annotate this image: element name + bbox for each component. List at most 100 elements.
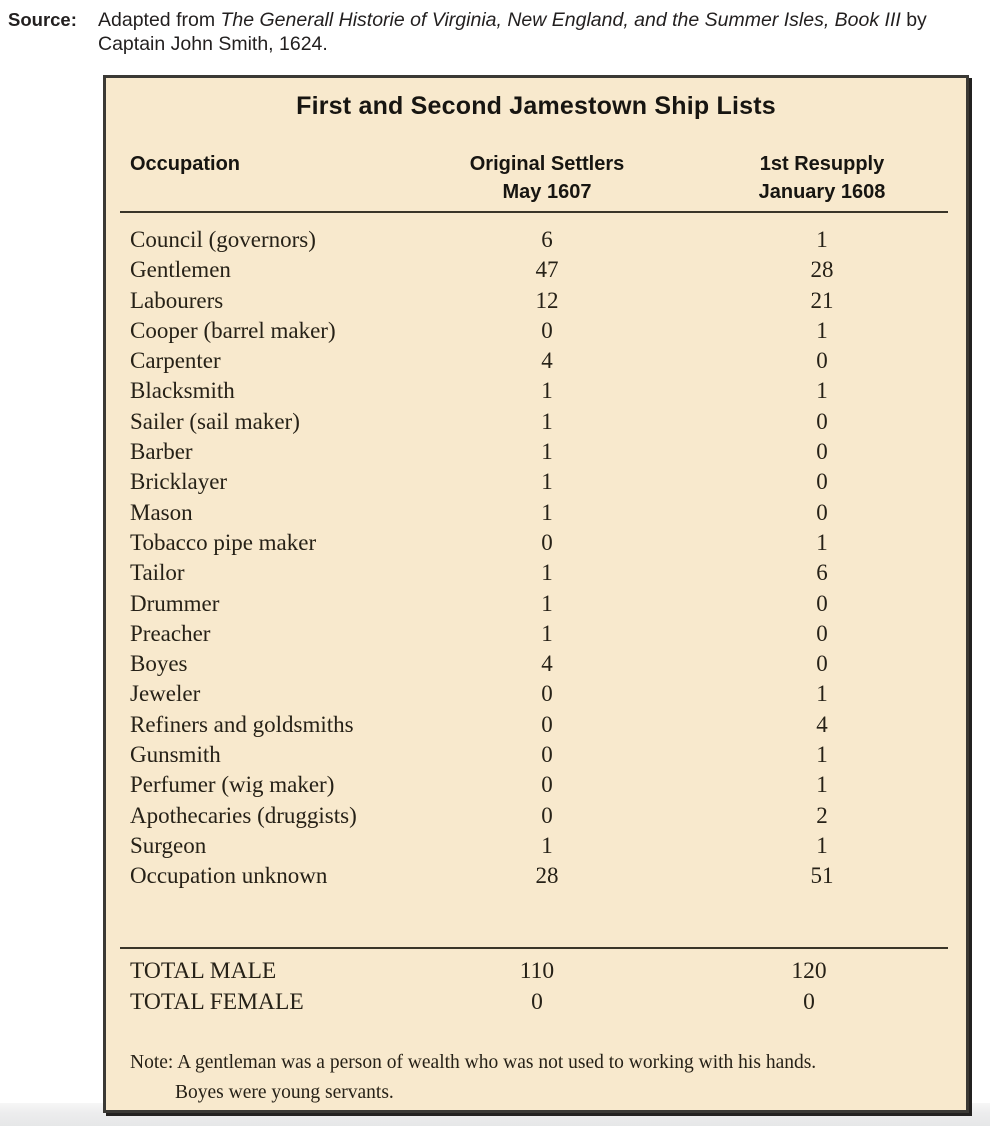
note-line-1: Note: A gentleman was a person of wealth…: [130, 1052, 817, 1073]
occupation-cell: TOTAL MALE: [130, 958, 277, 984]
column-header-line2: May 1607: [502, 181, 592, 203]
resupply-cell: 0: [816, 439, 828, 465]
occupation-cell: Boyes: [130, 651, 188, 677]
original-settlers-cell: 1: [541, 469, 553, 495]
occupation-cell: Gentlemen: [130, 257, 231, 283]
table-row: Gentlemen 47 28: [106, 255, 966, 285]
resupply-cell: 1: [816, 529, 828, 555]
table-row: Surgeon 1 1: [106, 831, 966, 861]
resupply-cell: 0: [816, 651, 828, 677]
table-row: TOTAL MALE 110 120: [106, 956, 966, 987]
original-settlers-cell: 1: [541, 560, 553, 586]
header-rule: [120, 211, 948, 213]
original-settlers-cell: 1: [541, 378, 553, 404]
occupation-cell: Perfumer (wig maker): [130, 772, 335, 798]
original-settlers-cell: 6: [541, 227, 553, 252]
column-header-occupation: Occupation: [130, 153, 241, 175]
occupation-cell: Jeweler: [130, 681, 201, 707]
resupply-cell: 0: [816, 469, 828, 495]
table-row: Tailor 1 6: [106, 558, 966, 588]
source-suffix: by Captain John Smith, 1624.: [98, 9, 927, 55]
occupation-cell: Occupation unknown: [130, 863, 328, 889]
occupation-cell: Blacksmith: [130, 378, 235, 404]
original-settlers-cell: 0: [531, 989, 543, 1015]
original-settlers-cell: 0: [541, 317, 553, 343]
original-settlers-cell: 12: [535, 287, 559, 313]
table-row: Council (governors) 6 1: [106, 225, 966, 255]
original-settlers-cell: 0: [541, 742, 553, 768]
table-row: Jeweler 0 1: [106, 679, 966, 709]
note-line-2: Boyes were young servants.: [175, 1082, 394, 1103]
table-row: Barber 1 0: [106, 437, 966, 467]
original-settlers-cell: 0: [541, 681, 553, 707]
original-settlers-cell: 4: [541, 348, 553, 374]
original-settlers-cell: 1: [541, 408, 553, 434]
original-settlers-cell: 4: [541, 651, 553, 677]
column-header-original-settlers: Original Settlers May 1607: [442, 150, 652, 206]
resupply-cell: 0: [816, 620, 828, 646]
original-settlers-cell: 1: [541, 439, 553, 465]
table-row: Tobacco pipe maker 0 1: [106, 528, 966, 558]
original-settlers-cell: 0: [541, 802, 553, 828]
resupply-cell: 28: [810, 257, 834, 283]
table-body: Council (governors) 6 1 Gentlemen 47 28 …: [106, 225, 966, 892]
source-label: Source:: [8, 9, 77, 30]
table-row: Cooper (barrel maker) 0 1: [106, 316, 966, 346]
resupply-cell: 0: [816, 590, 828, 616]
occupation-cell: Gunsmith: [130, 742, 221, 768]
column-header-line1: 1st Resupply: [759, 153, 885, 175]
occupation-cell: TOTAL FEMALE: [130, 989, 304, 1015]
occupation-cell: Sailer (sail maker): [130, 408, 300, 434]
table-title: First and Second Jamestown Ship Lists: [296, 92, 776, 120]
resupply-cell: 1: [816, 772, 828, 798]
source-citation: Source: Adapted from The Generall Histor…: [8, 9, 984, 56]
table-row: Bricklayer 1 0: [106, 467, 966, 497]
resupply-cell: 1: [816, 742, 828, 768]
occupation-cell: Preacher: [130, 620, 211, 646]
column-header-line2: January 1608: [758, 181, 886, 203]
source-prefix: Adapted from: [98, 9, 221, 31]
table-row: Carpenter 4 0: [106, 346, 966, 376]
occupation-cell: Drummer: [130, 590, 220, 616]
occupation-cell: Carpenter: [130, 348, 221, 374]
original-settlers-cell: 1: [541, 832, 553, 858]
table-row: Apothecaries (druggists) 0 2: [106, 801, 966, 831]
source-work-title: The Generall Historie of Virginia, New E…: [220, 9, 901, 31]
occupation-cell: Cooper (barrel maker): [130, 317, 336, 343]
original-settlers-cell: 0: [541, 529, 553, 555]
original-settlers-cell: 0: [541, 772, 553, 798]
occupation-cell: Labourers: [130, 287, 224, 313]
table-row: Refiners and goldsmiths 0 4: [106, 710, 966, 740]
original-settlers-cell: 1: [541, 499, 553, 525]
table-row: TOTAL FEMALE 0 0: [106, 987, 966, 1018]
resupply-cell: 1: [816, 227, 828, 252]
occupation-cell: Barber: [130, 439, 193, 465]
table-row: Blacksmith 1 1: [106, 376, 966, 406]
resupply-cell: 1: [816, 317, 828, 343]
table-row: Boyes 4 0: [106, 649, 966, 679]
table-row: Mason 1 0: [106, 498, 966, 528]
resupply-cell: 0: [816, 499, 828, 525]
occupation-cell: Tobacco pipe maker: [130, 529, 317, 555]
occupation-cell: Apothecaries (druggists): [130, 802, 357, 828]
resupply-cell: 0: [816, 408, 828, 434]
table-row: Labourers 12 21: [106, 286, 966, 316]
original-settlers-cell: 0: [541, 711, 553, 737]
resupply-cell: 120: [791, 958, 827, 984]
original-settlers-cell: 110: [519, 958, 555, 984]
resupply-cell: 1: [816, 832, 828, 858]
occupation-cell: Council (governors): [130, 227, 316, 252]
resupply-cell: 4: [816, 711, 828, 737]
table-row: Occupation unknown 28 51: [106, 861, 966, 891]
table-row: Preacher 1 0: [106, 619, 966, 649]
original-settlers-cell: 1: [541, 620, 553, 646]
resupply-cell: 1: [816, 378, 828, 404]
occupation-cell: Mason: [130, 499, 193, 525]
table-row: Drummer 1 0: [106, 589, 966, 619]
resupply-cell: 51: [810, 863, 834, 889]
table-row: Perfumer (wig maker) 0 1: [106, 770, 966, 800]
original-settlers-cell: 28: [535, 863, 559, 889]
resupply-cell: 6: [816, 560, 828, 586]
resupply-cell: 0: [816, 348, 828, 374]
